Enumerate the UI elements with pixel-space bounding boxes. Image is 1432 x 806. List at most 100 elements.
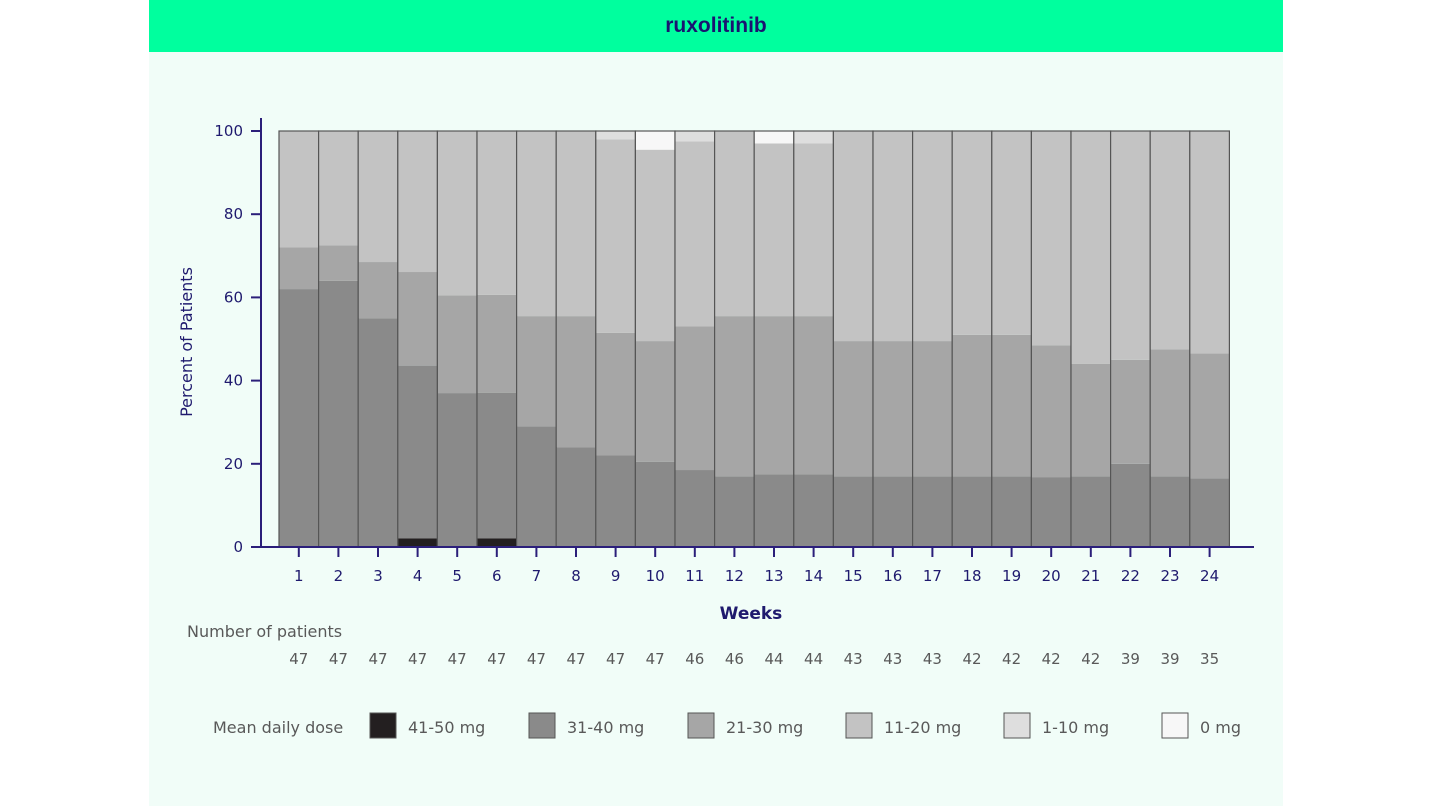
bar-segment — [318, 131, 359, 246]
x-tick-label: 10 — [646, 567, 665, 585]
x-tick-label: 1 — [294, 567, 304, 585]
x-tick-label: 17 — [923, 567, 942, 585]
x-tick-label: 20 — [1042, 567, 1061, 585]
patient-count: 47 — [368, 650, 387, 668]
x-tick-label: 23 — [1160, 567, 1179, 585]
legend-swatch — [1003, 712, 1031, 739]
legend-swatch — [1161, 712, 1189, 739]
bar-segment — [873, 131, 913, 342]
bar-segment — [595, 332, 636, 456]
bar-segment — [279, 289, 319, 547]
bar-segment — [358, 262, 398, 319]
chart-title: ruxolitinib — [665, 14, 767, 37]
y-axis-title: Percent of Patients — [177, 267, 196, 417]
bar-segment — [279, 247, 319, 290]
y-tick-label: 20 — [224, 455, 243, 473]
legend-title: Mean daily dose — [213, 718, 343, 737]
bar-segment — [397, 131, 438, 273]
x-tick-label: 14 — [804, 567, 823, 585]
y-tick-label: 80 — [224, 205, 243, 223]
bar-segment — [754, 143, 794, 317]
legend-label: 1-10 mg — [1042, 718, 1109, 737]
legend-swatch — [845, 712, 873, 739]
bar-segment — [318, 280, 359, 547]
legend-label: 0 mg — [1200, 718, 1241, 737]
bar-segment — [754, 131, 794, 144]
bar-segment — [635, 461, 675, 547]
x-tick-label: 7 — [532, 567, 542, 585]
legend: 41-50 mg 31-40 mg 21-30 mg 11-20 mg 1-10 mg 0… — [369, 712, 1241, 739]
x-tick-label: 13 — [764, 567, 783, 585]
x-tick-label: 6 — [492, 567, 502, 585]
patient-count: 47 — [487, 650, 506, 668]
bar-segment — [1031, 477, 1071, 547]
x-tick-label: 19 — [1002, 567, 1021, 585]
bar-segment — [595, 455, 636, 547]
patient-count: 46 — [685, 650, 704, 668]
legend-swatch — [687, 712, 715, 739]
bar-segment — [595, 139, 636, 333]
bar-segment — [556, 447, 596, 547]
bar-segment — [675, 141, 715, 327]
x-tick-label: 3 — [373, 567, 383, 585]
bar-segment — [556, 316, 596, 448]
patient-count: 42 — [1081, 650, 1100, 668]
bar-segment — [556, 131, 596, 317]
patient-count: 47 — [606, 650, 625, 668]
bar-segment — [991, 334, 1032, 477]
patient-count: 35 — [1200, 650, 1219, 668]
patient-count: 47 — [646, 650, 665, 668]
bar-segment — [1189, 131, 1230, 354]
bar-segment — [1071, 131, 1111, 364]
x-tick-label: 24 — [1200, 567, 1219, 585]
bars-layer — [278, 130, 1231, 548]
bar-segment — [358, 318, 398, 547]
bar-segment — [833, 131, 873, 342]
x-tick-label: 9 — [611, 567, 621, 585]
bar-segment — [1110, 131, 1151, 360]
bar-segment — [437, 131, 477, 296]
bar-segment — [754, 316, 794, 475]
x-tick-label: 21 — [1081, 567, 1100, 585]
x-tick-label: 22 — [1121, 567, 1140, 585]
bar-segment — [793, 316, 834, 475]
legend-label: 41-50 mg — [408, 718, 485, 737]
bar-segment — [1189, 353, 1230, 479]
x-tick-label: 18 — [962, 567, 981, 585]
bar-segment — [635, 149, 675, 342]
patient-count: 47 — [527, 650, 546, 668]
bar-segment — [1031, 345, 1071, 478]
bar-segment — [358, 131, 398, 263]
y-tick-label: 0 — [233, 538, 243, 556]
legend-label: 31-40 mg — [567, 718, 644, 737]
bar-segment — [912, 341, 953, 477]
bar-segment — [714, 316, 755, 477]
bar-segment — [477, 538, 517, 547]
x-ticks: 1 2 3 4 5 6 7 8 9 10 11 12 13 14 15 16 17 18 19 20 21 22 23 24 — [294, 547, 1219, 585]
bar-segment — [912, 476, 953, 547]
bar-segment — [952, 131, 992, 335]
x-tick-label: 4 — [413, 567, 423, 585]
bar-segment — [833, 341, 873, 477]
patient-count: 46 — [725, 650, 744, 668]
y-tick-label: 60 — [224, 288, 243, 306]
bar-segment — [952, 476, 992, 547]
y-tick-label: 100 — [214, 122, 243, 140]
patient-count: 47 — [448, 650, 467, 668]
patients-label: Number of patients — [187, 622, 342, 641]
bar-segment — [912, 131, 953, 342]
patient-count: 43 — [923, 650, 942, 668]
bar-segment — [991, 131, 1032, 335]
patient-counts: 47 47 47 47 47 47 47 47 47 47 46 46 44 44 43 43 43 42 42 42… — [289, 650, 1219, 668]
bar-segment — [952, 334, 992, 477]
legend-swatch — [528, 712, 556, 739]
y-ticks: 0 20 40 60 80 100 — [214, 122, 261, 556]
bar-segment — [793, 131, 834, 144]
bar-segment — [1189, 478, 1230, 547]
x-tick-label: 12 — [725, 567, 744, 585]
patient-count: 47 — [289, 650, 308, 668]
bar-segment — [397, 538, 438, 547]
patient-count: 47 — [329, 650, 348, 668]
bar-segment — [1150, 349, 1190, 477]
